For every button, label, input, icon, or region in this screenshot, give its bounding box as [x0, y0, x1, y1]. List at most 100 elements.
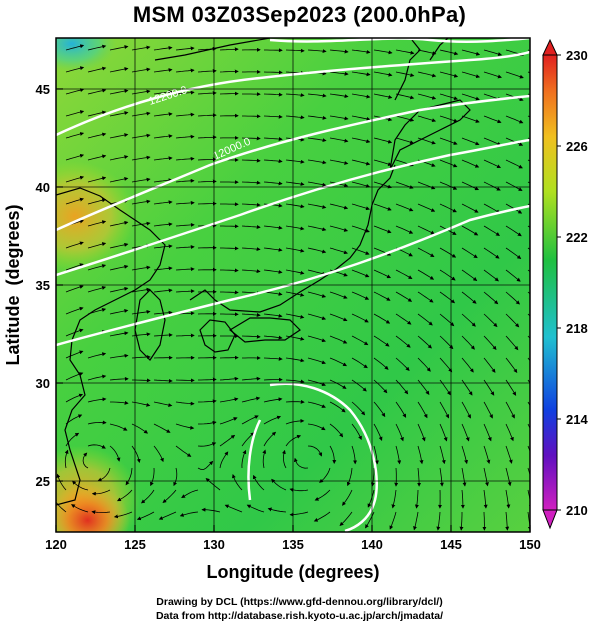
streamline	[109, 376, 129, 381]
streamline	[153, 45, 173, 51]
streamline	[395, 423, 404, 442]
streamline	[307, 203, 327, 209]
streamline	[271, 478, 287, 491]
streamline	[109, 155, 129, 161]
streamline	[175, 222, 195, 227]
streamline	[459, 512, 464, 531]
streamline	[109, 67, 129, 73]
streamline	[329, 401, 346, 413]
streamline	[414, 489, 419, 509]
streamline	[197, 179, 217, 184]
streamline	[158, 511, 177, 520]
streamline	[263, 136, 283, 141]
streamline	[179, 511, 199, 517]
streamline	[505, 181, 523, 191]
streamline	[417, 93, 437, 100]
streamline	[285, 115, 305, 120]
streamline	[439, 269, 456, 281]
streamline	[439, 357, 453, 373]
chart-figure: 12200.0 12000.0 120 125 130 135 140 145 150 25…	[3, 37, 588, 582]
streamline	[241, 396, 261, 403]
streamline	[329, 335, 348, 344]
streamline	[197, 69, 217, 74]
streamline	[329, 225, 349, 232]
streamline	[461, 313, 476, 327]
streamline	[461, 181, 480, 191]
streamline	[373, 159, 393, 166]
colorbar-tick-label: 214	[566, 412, 588, 427]
streamline	[153, 178, 173, 183]
y-tick-label: 25	[36, 474, 50, 489]
streamline	[461, 71, 481, 79]
streamline	[395, 93, 415, 100]
streamline	[461, 291, 477, 304]
x-tick-label: 150	[519, 537, 541, 552]
streamline	[351, 401, 366, 416]
streamline	[483, 181, 501, 191]
streamline	[527, 445, 530, 453]
streamline	[263, 181, 283, 186]
streamline	[439, 71, 459, 78]
streamline	[181, 489, 199, 499]
streamline	[220, 246, 239, 251]
streamline	[140, 489, 155, 504]
streamline	[342, 489, 353, 506]
streamline	[483, 159, 502, 169]
streamline	[439, 423, 448, 442]
streamline	[417, 181, 436, 190]
streamline	[109, 264, 129, 271]
streamline	[263, 70, 283, 75]
streamline	[395, 379, 409, 395]
streamline	[307, 379, 326, 386]
streamline	[329, 357, 347, 367]
streamline	[263, 415, 282, 425]
streamline	[263, 431, 277, 447]
streamline	[505, 467, 512, 487]
y-tick-label: 45	[36, 82, 50, 97]
gridlines	[56, 38, 530, 532]
streamline	[505, 379, 517, 396]
streamline	[483, 489, 488, 509]
streamline	[329, 71, 349, 76]
streamline	[87, 286, 107, 293]
streamline	[351, 379, 367, 392]
streamline	[351, 291, 370, 300]
streamline	[285, 434, 302, 447]
streamline	[329, 291, 348, 299]
streamline	[417, 269, 435, 280]
streamline	[197, 460, 214, 470]
streamline	[461, 357, 474, 373]
streamline	[263, 397, 283, 403]
streamline	[329, 93, 349, 99]
streamline	[153, 156, 173, 161]
streamline	[460, 489, 465, 509]
streamline	[307, 225, 327, 232]
streamline	[307, 401, 326, 408]
streamline	[417, 203, 436, 212]
streamline	[329, 445, 337, 464]
streamline	[329, 159, 349, 165]
streamline	[439, 467, 444, 487]
streamline	[109, 423, 128, 431]
streamline	[307, 247, 327, 254]
x-tick-label: 125	[124, 537, 146, 552]
y-axis: 25 30 35 40 45	[36, 82, 63, 489]
streamline	[109, 111, 129, 117]
streamline	[241, 202, 261, 207]
streamline	[461, 445, 468, 465]
streamline	[175, 445, 192, 457]
streamline	[175, 46, 195, 51]
streamline	[65, 263, 84, 271]
streamline	[351, 49, 371, 54]
streamline	[109, 45, 129, 51]
streamline	[351, 203, 370, 211]
streamline	[461, 335, 475, 350]
streamline	[505, 357, 518, 374]
streamline	[373, 71, 393, 77]
colorbar-gradient	[542, 54, 558, 511]
streamline	[351, 357, 368, 369]
streamline	[439, 203, 457, 213]
streamline	[527, 467, 530, 477]
streamline	[109, 286, 129, 293]
streamline	[136, 511, 155, 521]
